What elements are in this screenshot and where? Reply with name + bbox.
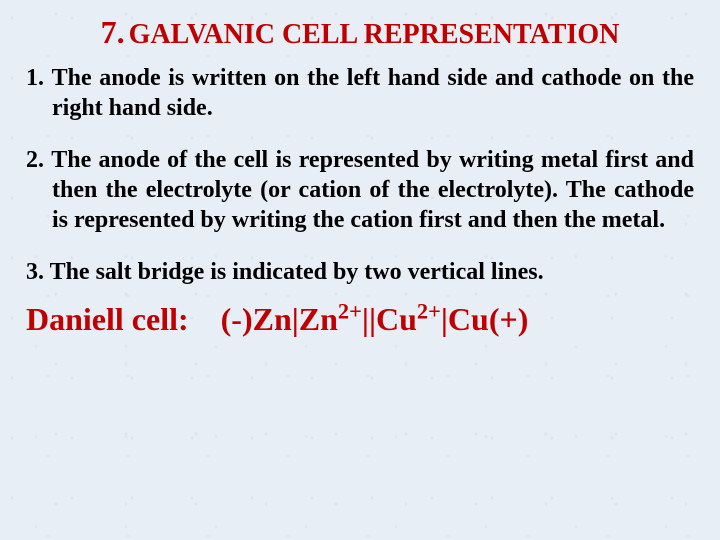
title-number: 7. — [101, 14, 125, 50]
formula-part: (-)Zn|Zn — [221, 301, 338, 337]
formula-line: Daniell cell: (-)Zn|Zn2+||Cu2+|Cu(+) — [0, 301, 720, 338]
title-text: GALVANIC CELL REPRESENTATION — [129, 19, 620, 50]
rule-item: 1. The anode is written on the left hand… — [0, 63, 720, 123]
rule-number: 1. — [26, 65, 52, 91]
formula-expression: (-)Zn|Zn2+||Cu2+|Cu(+) — [221, 301, 529, 337]
formula-part: ||Cu — [362, 301, 417, 337]
rule-number: 3. — [26, 259, 50, 285]
rule-text: The anode of the cell is represented by … — [51, 147, 694, 233]
rule-item: 2. The anode of the cell is represented … — [0, 145, 720, 235]
formula-superscript: 2+ — [417, 298, 441, 323]
formula-label: Daniell cell: — [26, 301, 189, 337]
formula-part: |Cu(+) — [441, 301, 529, 337]
slide-title: 7. GALVANIC CELL REPRESENTATION — [0, 0, 720, 57]
rules-list: 1. The anode is written on the left hand… — [0, 63, 720, 287]
rule-number: 2. — [26, 147, 51, 173]
rule-text: The anode is written on the left hand si… — [52, 65, 694, 121]
formula-superscript: 2+ — [338, 298, 362, 323]
rule-item: 3. The salt bridge is indicated by two v… — [0, 257, 720, 287]
rule-text: The salt bridge is indicated by two vert… — [50, 259, 544, 285]
